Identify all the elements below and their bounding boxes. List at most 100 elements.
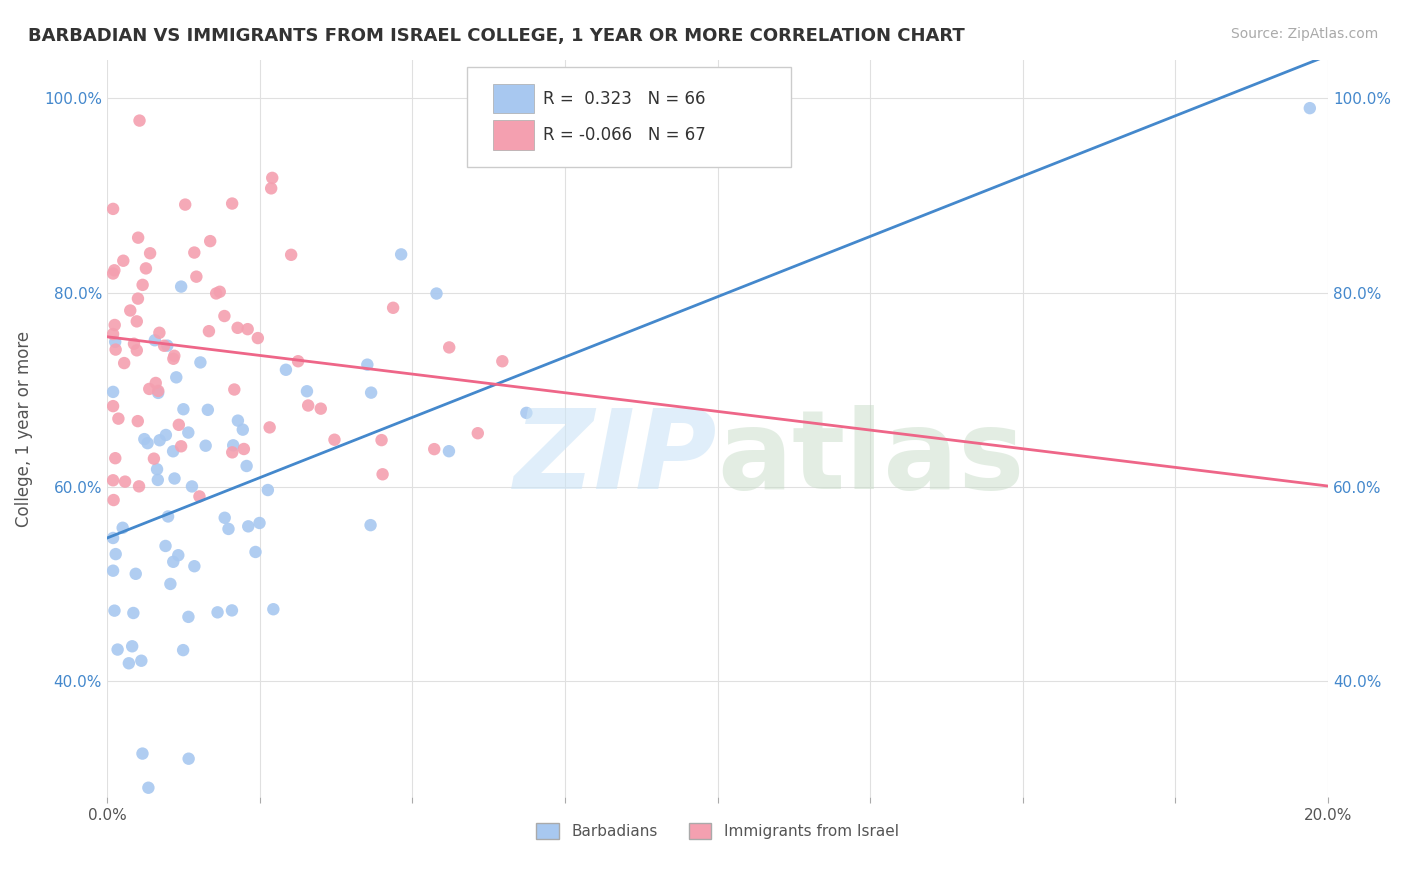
- Point: [218, 522, 240, 536]
- Point: [127, 292, 149, 306]
- Point: [356, 358, 378, 372]
- Point: [245, 545, 267, 559]
- Point: [221, 603, 243, 617]
- Point: [162, 444, 184, 458]
- Point: [139, 246, 162, 260]
- Legend: Barbadians, Immigrants from Israel: Barbadians, Immigrants from Israel: [530, 817, 905, 845]
- Point: [134, 432, 156, 446]
- Point: [127, 230, 149, 244]
- Point: [274, 363, 297, 377]
- Point: [112, 356, 135, 370]
- Point: [142, 451, 165, 466]
- Point: [389, 247, 412, 261]
- Point: [235, 458, 257, 473]
- Point: [467, 426, 489, 441]
- Point: [309, 401, 332, 416]
- Point: [128, 479, 150, 493]
- Point: [122, 606, 145, 620]
- Point: [146, 385, 169, 400]
- Point: [101, 326, 124, 341]
- Text: Source: ZipAtlas.com: Source: ZipAtlas.com: [1230, 27, 1378, 41]
- Point: [249, 516, 271, 530]
- Point: [214, 309, 236, 323]
- Point: [101, 384, 124, 399]
- Point: [114, 475, 136, 489]
- Point: [127, 414, 149, 428]
- Point: [183, 559, 205, 574]
- Point: [174, 197, 197, 211]
- Point: [146, 473, 169, 487]
- Point: [491, 354, 513, 368]
- Point: [104, 451, 127, 466]
- Point: [131, 747, 153, 761]
- Point: [157, 509, 180, 524]
- Point: [143, 333, 166, 347]
- Text: BARBADIAN VS IMMIGRANTS FROM ISRAEL COLLEGE, 1 YEAR OR MORE CORRELATION CHART: BARBADIAN VS IMMIGRANTS FROM ISRAEL COLL…: [28, 27, 965, 45]
- Point: [323, 433, 346, 447]
- Point: [382, 301, 405, 315]
- Point: [425, 286, 447, 301]
- Point: [515, 406, 537, 420]
- Point: [112, 253, 135, 268]
- Point: [101, 399, 124, 413]
- Point: [101, 564, 124, 578]
- FancyBboxPatch shape: [494, 120, 534, 150]
- Point: [104, 318, 127, 332]
- Point: [103, 493, 125, 508]
- Point: [224, 383, 246, 397]
- Point: [136, 436, 159, 450]
- Text: R = -0.066   N = 67: R = -0.066 N = 67: [543, 126, 706, 144]
- Point: [297, 399, 319, 413]
- Point: [155, 428, 177, 442]
- Text: atlas: atlas: [717, 405, 1025, 511]
- Point: [101, 267, 124, 281]
- Point: [121, 640, 143, 654]
- Point: [260, 181, 283, 195]
- Point: [107, 411, 129, 425]
- Point: [186, 269, 208, 284]
- Point: [165, 370, 187, 384]
- Point: [360, 385, 382, 400]
- Point: [156, 338, 179, 352]
- Point: [259, 420, 281, 434]
- Point: [262, 602, 284, 616]
- Point: [197, 402, 219, 417]
- Point: [232, 423, 254, 437]
- Point: [163, 471, 186, 485]
- Point: [138, 382, 160, 396]
- Point: [177, 425, 200, 440]
- Point: [122, 336, 145, 351]
- Point: [370, 433, 392, 447]
- Point: [295, 384, 318, 399]
- Point: [103, 604, 125, 618]
- Point: [371, 467, 394, 482]
- Point: [177, 610, 200, 624]
- Point: [190, 355, 212, 369]
- Point: [207, 605, 229, 619]
- Point: [128, 113, 150, 128]
- Point: [198, 324, 221, 338]
- Point: [153, 339, 176, 353]
- Point: [104, 343, 127, 357]
- Point: [131, 654, 153, 668]
- Point: [226, 321, 249, 335]
- Point: [226, 414, 249, 428]
- Point: [155, 539, 177, 553]
- Point: [437, 444, 460, 458]
- Text: ZIP: ZIP: [515, 405, 717, 511]
- Point: [167, 548, 190, 562]
- Point: [104, 547, 127, 561]
- Point: [103, 263, 125, 277]
- Point: [214, 510, 236, 524]
- Point: [221, 196, 243, 211]
- Point: [257, 483, 280, 497]
- Point: [138, 780, 160, 795]
- Point: [104, 334, 127, 349]
- FancyBboxPatch shape: [494, 84, 534, 113]
- Point: [172, 402, 194, 417]
- Point: [148, 384, 170, 398]
- Point: [194, 439, 217, 453]
- Point: [101, 531, 124, 545]
- Point: [125, 314, 148, 328]
- Point: [262, 170, 284, 185]
